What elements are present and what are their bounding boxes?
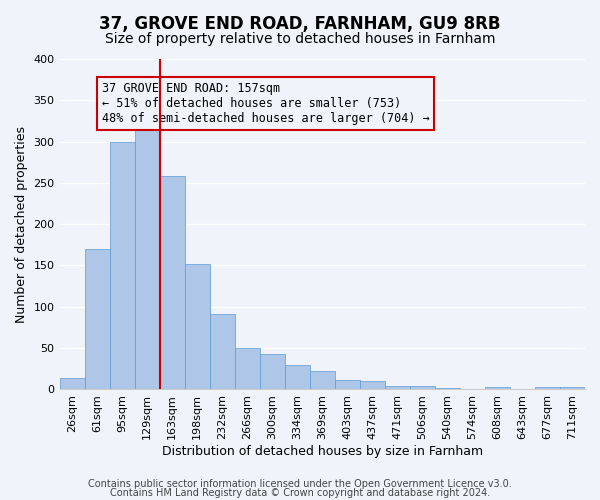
Bar bbox=[560, 388, 585, 389]
Text: 37 GROVE END ROAD: 157sqm
← 51% of detached houses are smaller (753)
48% of semi: 37 GROVE END ROAD: 157sqm ← 51% of detac… bbox=[101, 82, 430, 125]
Bar bbox=[435, 388, 460, 389]
Bar bbox=[85, 249, 110, 389]
Text: Contains public sector information licensed under the Open Government Licence v3: Contains public sector information licen… bbox=[88, 479, 512, 489]
Bar bbox=[485, 386, 510, 389]
Bar bbox=[160, 176, 185, 389]
Bar bbox=[335, 380, 360, 389]
Bar bbox=[209, 314, 235, 389]
Bar bbox=[59, 378, 85, 389]
Text: Size of property relative to detached houses in Farnham: Size of property relative to detached ho… bbox=[105, 32, 495, 46]
Bar bbox=[185, 264, 209, 389]
Bar bbox=[310, 371, 335, 389]
Text: Contains HM Land Registry data © Crown copyright and database right 2024.: Contains HM Land Registry data © Crown c… bbox=[110, 488, 490, 498]
Bar bbox=[134, 118, 160, 389]
Bar bbox=[260, 354, 285, 389]
Bar bbox=[410, 386, 435, 389]
Text: 37, GROVE END ROAD, FARNHAM, GU9 8RB: 37, GROVE END ROAD, FARNHAM, GU9 8RB bbox=[99, 15, 501, 33]
Bar bbox=[110, 142, 134, 389]
Bar bbox=[360, 381, 385, 389]
X-axis label: Distribution of detached houses by size in Farnham: Distribution of detached houses by size … bbox=[162, 444, 483, 458]
Bar bbox=[235, 348, 260, 389]
Bar bbox=[285, 365, 310, 389]
Bar bbox=[385, 386, 410, 389]
Bar bbox=[535, 386, 560, 389]
Y-axis label: Number of detached properties: Number of detached properties bbox=[15, 126, 28, 322]
